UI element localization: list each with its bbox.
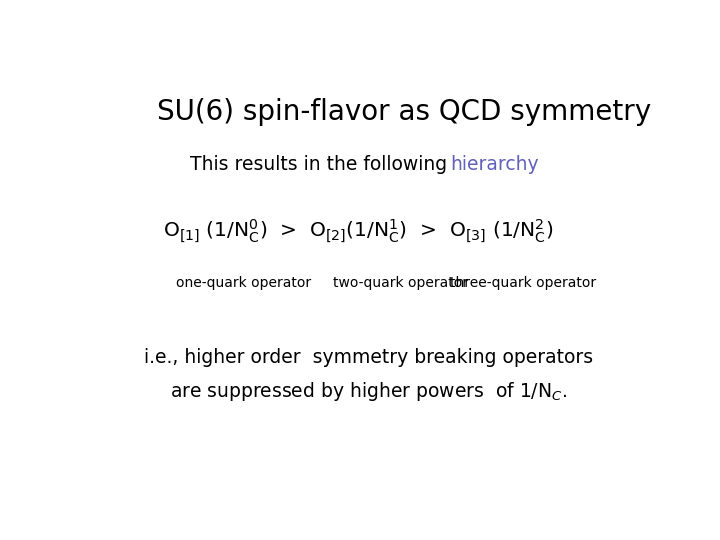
Text: hierarchy: hierarchy <box>450 155 539 174</box>
Text: two-quark operator: two-quark operator <box>333 276 468 290</box>
Text: one-quark operator: one-quark operator <box>176 276 312 290</box>
Text: This results in the following: This results in the following <box>190 155 454 174</box>
Text: i.e., higher order  symmetry breaking operators: i.e., higher order symmetry breaking ope… <box>145 348 593 367</box>
Text: three-quark operator: three-quark operator <box>450 276 596 290</box>
Text: are suppressed by higher powers  of 1/N$_C$.: are suppressed by higher powers of 1/N$_… <box>171 380 567 403</box>
Text: SU(6) spin-flavor as QCD symmetry: SU(6) spin-flavor as QCD symmetry <box>157 98 651 126</box>
Text: $\mathrm{O}_{[1]}$ $\mathrm{(1/N_C^0)}$  >  $\mathrm{O}_{[2]}$$\mathrm{(1/N_C^1): $\mathrm{O}_{[1]}$ $\mathrm{(1/N_C^0)}$ … <box>163 218 553 245</box>
